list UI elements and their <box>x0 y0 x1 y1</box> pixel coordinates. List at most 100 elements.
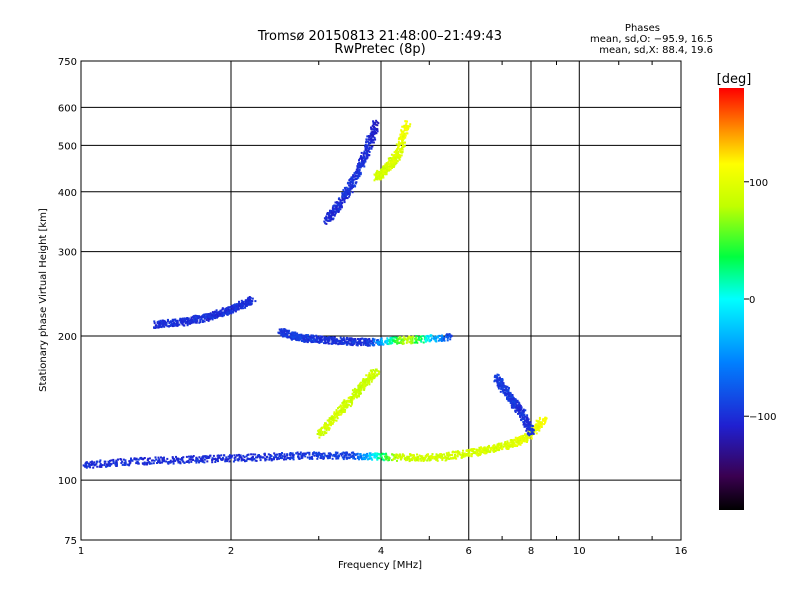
echo-point <box>162 319 164 322</box>
echo-point <box>368 146 371 149</box>
echo-point <box>406 455 409 458</box>
echo-point <box>172 322 175 325</box>
echo-point <box>366 344 369 347</box>
echo-point <box>221 458 224 461</box>
echo-point <box>416 338 419 341</box>
echo-point <box>497 447 500 450</box>
echo-point <box>311 334 314 337</box>
echo-point <box>409 454 412 457</box>
chart-subtitle: RwPretec (8p) <box>334 42 425 57</box>
echo-point <box>291 457 294 460</box>
echo-point <box>178 319 181 322</box>
echo-point <box>362 378 365 380</box>
echo-point <box>368 373 371 376</box>
echo-point <box>364 455 367 458</box>
echo-point <box>505 389 508 392</box>
echo-point <box>383 453 386 456</box>
echo-point <box>454 456 457 459</box>
echo-point <box>511 394 514 396</box>
echo-point <box>510 399 512 402</box>
echo-point <box>369 376 372 379</box>
echo-point <box>526 425 529 428</box>
echo-point <box>395 337 398 339</box>
echo-point <box>325 338 328 341</box>
echo-point <box>278 328 281 331</box>
echo-point <box>375 172 378 174</box>
echo-point <box>160 325 163 328</box>
echo-point <box>508 395 511 398</box>
echo-point <box>147 457 150 460</box>
echo-point <box>211 461 214 464</box>
echo-point <box>318 428 321 431</box>
echo-point <box>304 455 307 458</box>
echo-point <box>364 148 367 151</box>
echo-point <box>105 463 108 466</box>
echo-point <box>395 455 398 458</box>
echo-point <box>294 331 297 334</box>
echo-point <box>490 448 493 451</box>
echo-point <box>246 454 249 456</box>
echo-point <box>314 340 317 343</box>
echo-point <box>515 438 518 441</box>
echo-point <box>297 456 300 459</box>
echo-point <box>338 197 341 200</box>
echo-point <box>408 341 411 344</box>
echo-point <box>514 436 517 439</box>
echo-point <box>373 373 376 376</box>
echo-point <box>530 432 533 435</box>
echo-point <box>173 324 176 327</box>
echo-point <box>376 130 379 133</box>
echo-point <box>200 458 203 461</box>
echo-point <box>403 145 406 147</box>
echo-point <box>188 461 191 464</box>
echo-point <box>286 453 289 456</box>
echo-point <box>488 446 491 449</box>
x-tick-label: 4 <box>378 546 384 557</box>
echo-point <box>335 453 338 456</box>
x-tick-label: 6 <box>466 546 472 557</box>
echo-point <box>249 458 252 461</box>
echo-point <box>393 156 396 159</box>
echo-point <box>463 453 466 455</box>
echo-point <box>446 457 449 460</box>
echo-point <box>472 448 475 450</box>
echo-point <box>326 455 328 458</box>
echo-point <box>236 454 239 457</box>
echo-point <box>410 342 413 345</box>
echo-point <box>513 399 516 402</box>
echo-point <box>95 460 98 463</box>
echo-point <box>356 338 359 340</box>
echo-point <box>524 440 527 443</box>
echo-point <box>312 338 315 341</box>
echo-point <box>94 463 97 466</box>
echo-point <box>358 384 361 387</box>
echo-point <box>472 450 475 453</box>
echo-point <box>280 329 283 332</box>
echo-point <box>334 455 337 458</box>
echo-point <box>87 465 90 468</box>
echo-point <box>340 454 343 457</box>
echo-point <box>364 379 367 382</box>
echo-point <box>362 156 365 159</box>
y-tick-label: 750 <box>58 57 77 68</box>
echo-point <box>232 310 235 313</box>
echo-point <box>412 335 414 338</box>
echo-point <box>540 423 543 426</box>
echo-point <box>506 385 509 388</box>
echo-point <box>343 399 346 402</box>
echo-point <box>324 424 327 427</box>
echo-point <box>160 456 162 459</box>
echo-point <box>392 159 395 162</box>
colorbar-tick-label: 0 <box>749 295 755 306</box>
echo-point <box>349 181 352 184</box>
echo-point <box>390 164 393 167</box>
echo-point <box>238 453 240 456</box>
echo-point <box>392 454 395 457</box>
echo-point <box>511 405 514 407</box>
echo-point <box>203 458 206 461</box>
echo-point <box>400 129 403 132</box>
echo-point <box>460 456 463 459</box>
echo-point <box>176 320 178 323</box>
echo-point <box>401 125 404 128</box>
echo-point <box>352 453 355 456</box>
